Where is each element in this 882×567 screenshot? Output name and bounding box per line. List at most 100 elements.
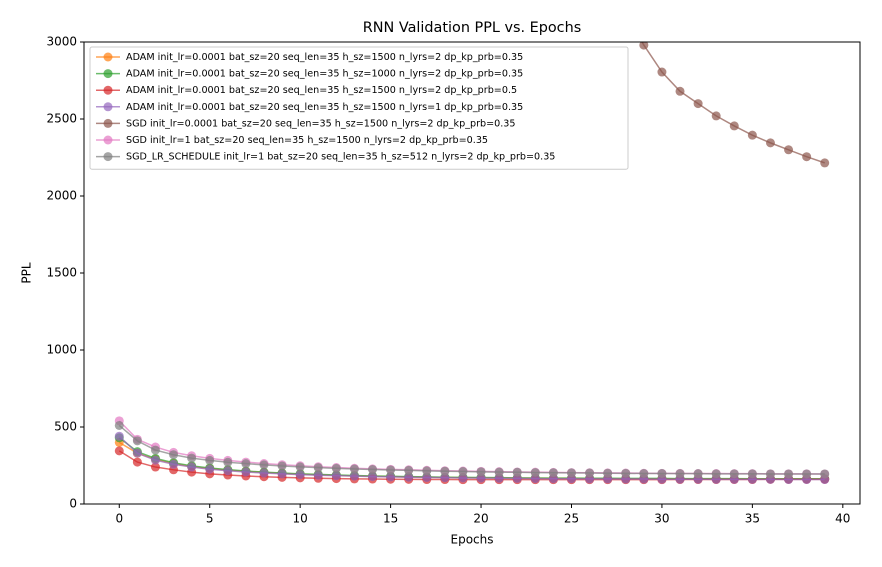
data-point bbox=[223, 466, 233, 476]
data-point bbox=[277, 461, 287, 471]
legend-marker bbox=[103, 152, 113, 162]
data-point bbox=[404, 472, 414, 482]
data-point bbox=[313, 470, 323, 480]
data-point bbox=[386, 465, 396, 475]
data-point bbox=[765, 469, 775, 479]
data-point bbox=[114, 431, 124, 441]
data-point bbox=[729, 469, 739, 479]
legend-marker bbox=[103, 102, 113, 112]
data-point bbox=[458, 473, 468, 483]
x-tick-label: 30 bbox=[654, 512, 669, 526]
series-line bbox=[118, 435, 825, 481]
data-point bbox=[187, 453, 197, 463]
data-point bbox=[150, 462, 160, 472]
data-point bbox=[259, 468, 269, 478]
legend-label: SGD_LR_SCHEDULE init_lr=1 bat_sz=20 seq_… bbox=[126, 152, 555, 163]
data-point bbox=[295, 462, 305, 472]
chart-title: RNN Validation PPL vs. Epochs bbox=[363, 20, 581, 36]
data-point bbox=[404, 465, 414, 475]
data-point bbox=[765, 138, 775, 148]
data-point bbox=[205, 464, 215, 474]
x-tick-label: 10 bbox=[293, 512, 308, 526]
data-point bbox=[132, 448, 142, 458]
series-line bbox=[118, 424, 825, 475]
legend-marker bbox=[103, 118, 113, 128]
legend-label: ADAM init_lr=0.0001 bat_sz=20 seq_len=35… bbox=[126, 52, 523, 63]
data-point bbox=[440, 473, 450, 483]
legend-marker bbox=[103, 85, 113, 95]
y-tick-label: 500 bbox=[54, 420, 77, 434]
x-axis-label: Epochs bbox=[451, 533, 494, 547]
data-point bbox=[675, 86, 685, 96]
data-point bbox=[150, 455, 160, 465]
y-tick-label: 3000 bbox=[46, 35, 77, 49]
data-point bbox=[241, 459, 251, 469]
legend-label: ADAM init_lr=0.0001 bat_sz=20 seq_len=35… bbox=[126, 85, 517, 96]
data-point bbox=[295, 470, 305, 480]
data-point bbox=[820, 469, 830, 479]
data-point bbox=[530, 468, 540, 478]
x-tick-label: 20 bbox=[473, 512, 488, 526]
data-point bbox=[132, 436, 142, 446]
data-point bbox=[747, 469, 757, 479]
data-point bbox=[711, 469, 721, 479]
data-point bbox=[639, 469, 649, 479]
series-line bbox=[118, 420, 825, 475]
data-point bbox=[621, 10, 630, 19]
legend-marker bbox=[103, 135, 113, 145]
data-point bbox=[368, 472, 378, 482]
y-tick-label: 0 bbox=[69, 497, 77, 511]
data-point bbox=[585, 468, 595, 478]
plot-area bbox=[114, 10, 830, 485]
data-point bbox=[205, 455, 215, 465]
data-point bbox=[548, 468, 558, 478]
data-point bbox=[150, 445, 160, 455]
x-tick-label: 35 bbox=[745, 512, 760, 526]
data-point bbox=[784, 145, 794, 155]
data-point bbox=[621, 468, 631, 478]
data-point bbox=[566, 468, 576, 478]
data-point bbox=[132, 457, 142, 467]
data-point bbox=[440, 466, 450, 476]
data-point bbox=[331, 463, 341, 473]
data-point bbox=[349, 464, 359, 474]
data-point bbox=[476, 467, 486, 477]
data-point bbox=[422, 473, 432, 483]
data-point bbox=[512, 467, 522, 477]
data-point bbox=[512, 473, 522, 483]
data-point bbox=[187, 462, 197, 472]
data-point bbox=[241, 467, 251, 477]
data-point bbox=[494, 467, 504, 477]
series-line bbox=[641, 42, 825, 164]
y-axis-label: PPL bbox=[20, 262, 34, 283]
legend-marker bbox=[103, 52, 113, 62]
data-point bbox=[349, 471, 359, 481]
data-point bbox=[693, 99, 703, 109]
data-point bbox=[169, 459, 179, 469]
data-point bbox=[259, 460, 269, 470]
data-point bbox=[313, 463, 323, 473]
data-point bbox=[169, 450, 179, 460]
data-point bbox=[675, 469, 685, 479]
legend-box bbox=[89, 46, 629, 170]
data-point bbox=[223, 457, 233, 467]
data-point bbox=[368, 465, 378, 475]
x-tick-label: 40 bbox=[835, 512, 850, 526]
data-point bbox=[693, 469, 703, 479]
data-point bbox=[747, 130, 757, 140]
data-point bbox=[802, 469, 812, 479]
data-point bbox=[802, 152, 812, 162]
x-tick-label: 5 bbox=[206, 512, 214, 526]
data-point bbox=[386, 472, 396, 482]
data-point bbox=[114, 420, 124, 430]
data-point bbox=[277, 469, 287, 479]
x-tick-label: 25 bbox=[564, 512, 579, 526]
data-point bbox=[820, 158, 830, 168]
data-point bbox=[114, 446, 124, 456]
data-point bbox=[476, 473, 486, 483]
y-tick-label: 2500 bbox=[46, 112, 77, 126]
data-point bbox=[494, 473, 504, 483]
legend-label: SGD init_lr=0.0001 bat_sz=20 seq_len=35 … bbox=[126, 118, 516, 129]
data-point bbox=[729, 121, 739, 131]
